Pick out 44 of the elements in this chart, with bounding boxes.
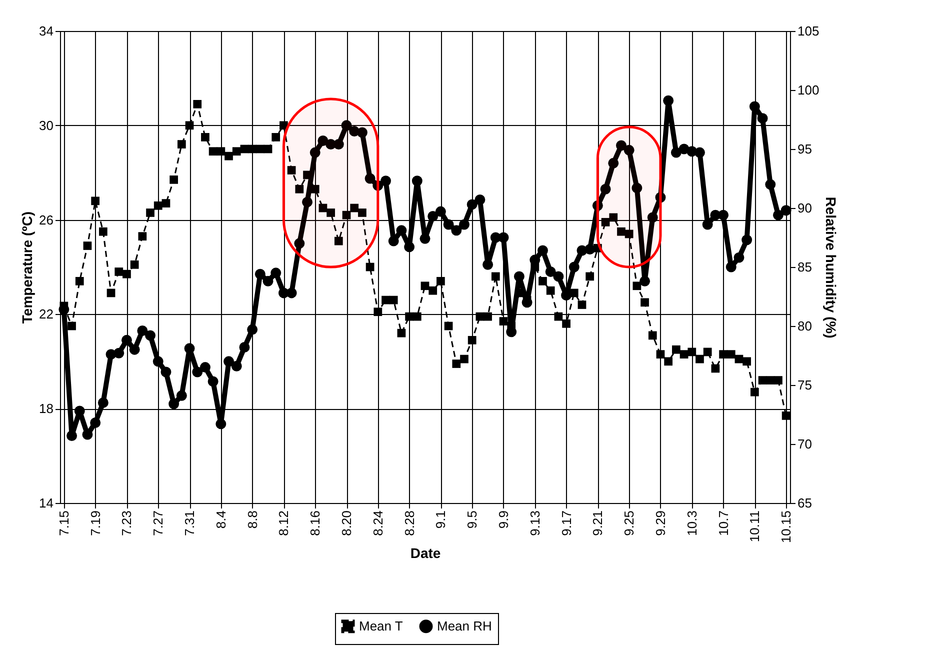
x-tick-label: 8.28	[402, 510, 417, 536]
x-tick-label: 7.31	[182, 510, 198, 536]
x-tick-label: 8.12	[276, 510, 292, 536]
y-axis-title: Temperature (ºC)	[19, 211, 36, 324]
y-tick-label: 22	[39, 306, 54, 322]
y2-tick-label: 100	[798, 82, 820, 98]
x-tick-label: 8.20	[339, 510, 354, 536]
y2-tick-label: 85	[798, 260, 812, 274]
x-tick-label: 7.15	[56, 510, 72, 536]
x-tick-label: 9.17	[558, 510, 574, 536]
y-tick-label: 26	[39, 212, 54, 228]
x-tick-label: 9.1	[433, 510, 448, 529]
x-tick-label: 8.24	[370, 510, 386, 536]
legend-label: Mean T	[359, 618, 403, 634]
x-tick-label: 8.4	[213, 510, 228, 529]
x-tick-label: 9.29	[652, 510, 668, 536]
y2-tick-label: 75	[798, 378, 812, 392]
x-tick-label: 10.3	[684, 510, 700, 536]
y2-axis-title: Relative humidity (%)	[823, 196, 840, 338]
legend-label: Mean RH	[437, 618, 492, 634]
x-tick-label: 9.21	[590, 510, 606, 536]
x-tick-label: 9.9	[496, 510, 511, 529]
y2-tick-label: 65	[798, 496, 812, 510]
x-tick-label: 10.15	[778, 510, 794, 544]
y-tick-label: 18	[39, 401, 54, 416]
y-tick-label: 34	[39, 24, 54, 38]
y2-tick-label: 70	[798, 436, 812, 452]
y2-tick-label: 95	[798, 142, 812, 156]
y2-tick-label: 105	[798, 24, 820, 38]
x-axis-title: Date	[410, 545, 441, 562]
x-tick-label: 8.16	[308, 510, 323, 536]
x-tick-label: 10.7	[716, 510, 731, 536]
x-tick-label: 10.11	[747, 510, 762, 542]
y2-tick-label: 90	[798, 200, 812, 216]
y-tick-label: 30	[39, 118, 54, 133]
x-tick-label: 7.27	[150, 510, 166, 536]
x-tick-label: 8.8	[244, 510, 260, 529]
x-tick-label: 9.25	[622, 510, 637, 536]
x-tick-label: 9.13	[527, 510, 542, 536]
x-tick-label: 9.5	[464, 510, 480, 529]
x-tick-label: 7.23	[119, 510, 134, 536]
y-tick-label: 14	[39, 496, 54, 510]
x-tick-label: 7.19	[88, 510, 103, 536]
y2-tick-label: 80	[798, 318, 812, 334]
